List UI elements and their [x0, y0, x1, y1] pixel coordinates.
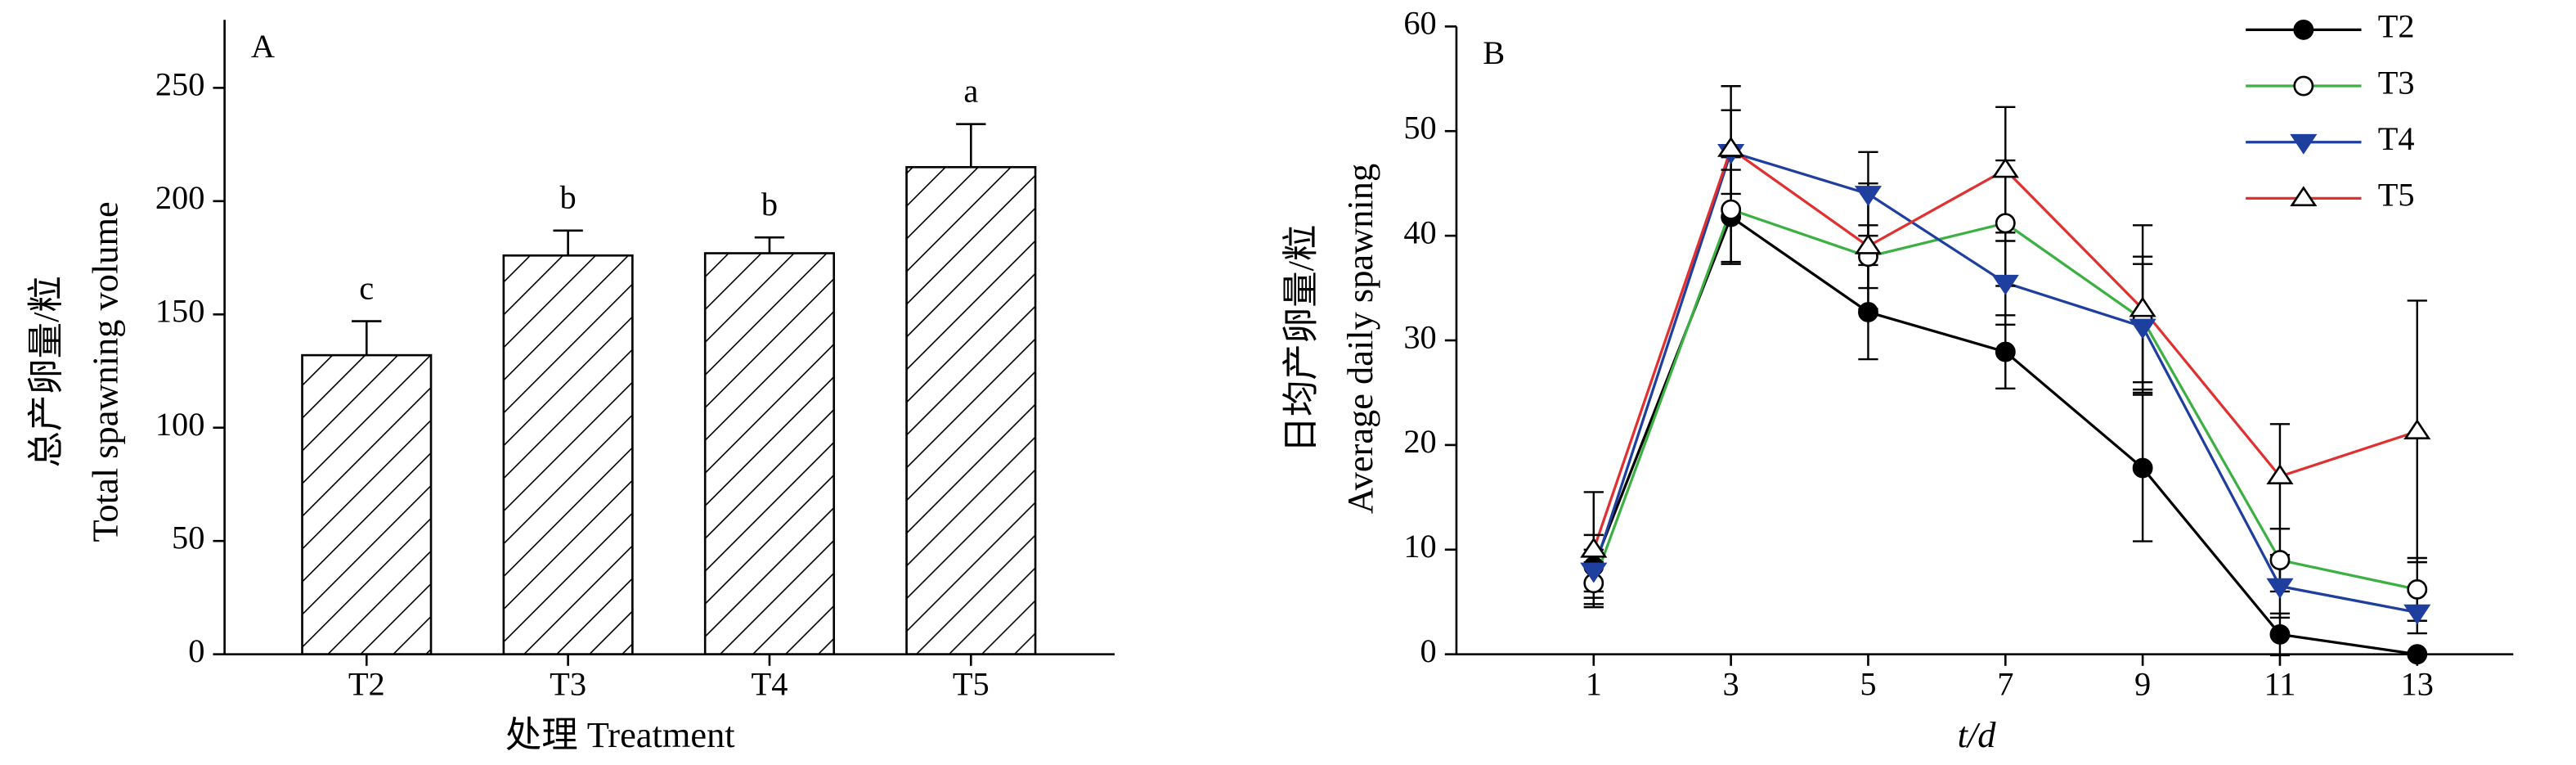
- x-tick-label: 3: [1723, 665, 1739, 702]
- x-tick-label: 13: [2401, 665, 2434, 702]
- y-axis-label: 日均产卵量/粒: [1280, 225, 1321, 453]
- y-axis-label: 总产卵量/粒: [25, 276, 66, 467]
- y-tick-label: 30: [1403, 318, 1436, 355]
- x-tick-label: 11: [2264, 665, 2296, 702]
- y-axis-label: Average daily spawning: [1340, 164, 1380, 514]
- y-tick-label: 200: [155, 179, 205, 216]
- significance-label: b: [560, 179, 577, 216]
- x-tick-label: T3: [550, 665, 586, 702]
- bar: [502, 254, 634, 655]
- marker: [1721, 199, 1742, 220]
- y-axis-label: Total spawning volume: [84, 201, 125, 542]
- x-tick-label: T4: [752, 665, 788, 702]
- legend-label: T2: [2378, 8, 2415, 45]
- y-tick-label: 50: [172, 519, 204, 556]
- marker: [1717, 136, 1745, 157]
- x-tick-label: 1: [1586, 665, 1602, 702]
- marker: [1854, 233, 1883, 254]
- marker: [2266, 464, 2294, 485]
- marker: [2129, 318, 2156, 340]
- marker: [2132, 457, 2153, 479]
- significance-label: c: [359, 270, 374, 307]
- marker: [2290, 186, 2318, 207]
- marker: [1995, 213, 2016, 234]
- y-tick-label: 100: [155, 406, 205, 443]
- bar: [905, 165, 1037, 655]
- marker: [1991, 274, 2019, 295]
- marker: [2129, 296, 2156, 317]
- x-tick-label: T2: [348, 665, 385, 702]
- significance-label: a: [963, 73, 978, 110]
- y-tick-label: 150: [155, 293, 205, 330]
- y-tick-label: 60: [1403, 5, 1436, 42]
- marker: [1580, 537, 1608, 558]
- x-axis-label: t/d: [1958, 714, 1997, 755]
- marker: [1858, 302, 1878, 322]
- bar: [301, 353, 433, 655]
- x-tick-label: 9: [2134, 665, 2151, 702]
- x-tick-label: T5: [953, 665, 990, 702]
- error-bar: [754, 236, 785, 254]
- marker: [2290, 133, 2318, 155]
- marker: [2269, 550, 2291, 570]
- marker: [1991, 157, 2019, 178]
- x-tick-label: 7: [1997, 665, 2013, 702]
- marker: [2407, 644, 2428, 665]
- legend-label: T5: [2378, 177, 2415, 214]
- significance-label: b: [761, 186, 778, 223]
- x-axis-label: 处理 Treatment: [505, 714, 735, 755]
- legend-label: T3: [2378, 64, 2415, 101]
- y-tick-label: 20: [1403, 423, 1436, 460]
- marker: [2407, 578, 2428, 600]
- panel-label: B: [1483, 34, 1505, 71]
- marker: [1854, 186, 1883, 207]
- error-bar: [553, 229, 583, 256]
- legend-label: T4: [2378, 120, 2415, 157]
- y-tick-label: 40: [1403, 214, 1436, 250]
- bar: [703, 252, 836, 655]
- marker: [2403, 604, 2431, 625]
- marker: [1580, 562, 1608, 583]
- y-tick-label: 0: [188, 632, 204, 669]
- marker: [2293, 19, 2314, 40]
- marker: [2403, 419, 2431, 440]
- x-tick-label: 5: [1860, 665, 1876, 702]
- marker: [2266, 578, 2294, 599]
- panel-label: A: [251, 28, 275, 65]
- error-bar: [352, 320, 382, 356]
- y-tick-label: 10: [1403, 528, 1436, 565]
- y-tick-label: 250: [155, 66, 205, 103]
- y-tick-label: 50: [1403, 110, 1436, 146]
- marker: [2293, 75, 2314, 97]
- error-bar: [956, 123, 986, 168]
- y-tick-label: 0: [1420, 632, 1437, 669]
- marker: [2269, 623, 2291, 645]
- marker: [1995, 341, 2016, 362]
